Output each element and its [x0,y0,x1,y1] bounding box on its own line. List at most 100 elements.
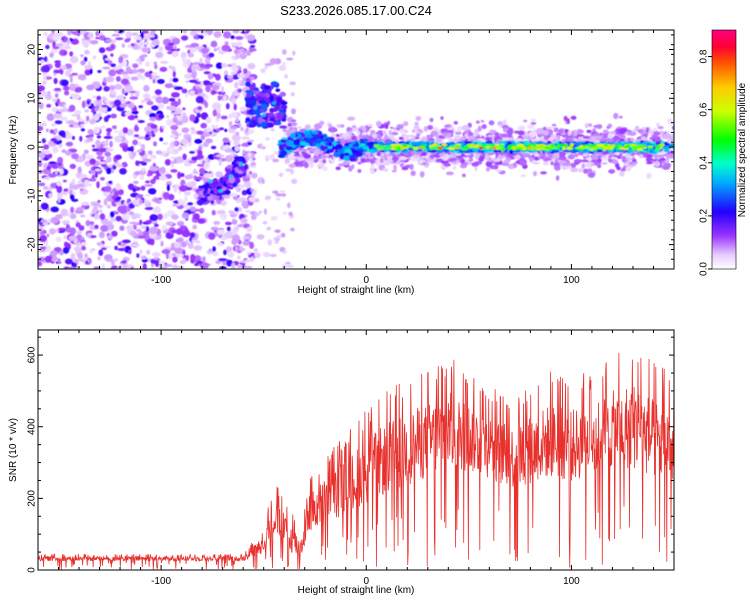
spectrogram-cell [657,126,664,130]
spectrogram-cell [275,197,281,201]
spectrogram-cell [47,142,57,147]
spectrogram-cell [274,104,281,110]
spectrogram-cell [64,46,71,50]
spectrogram-cell [185,80,189,83]
spectrogram-cell [282,62,286,66]
spectrogram-cell [171,130,178,135]
spectrogram-cell [105,76,115,83]
spectrogram-cell [327,138,332,142]
spectrogram-cell [159,66,168,72]
spectrogram-cell [57,258,61,264]
spectrogram-cell [153,61,157,65]
spectrogram-cell [608,169,616,174]
spectrogram-cell [248,196,256,203]
spectrogram-cell [145,61,151,67]
spectrogram-cell [115,215,122,222]
spectrogram-cell [152,206,162,214]
spectrogram-cell [73,246,82,252]
spectrogram-cell [242,149,246,155]
spectrogram-cell [101,247,107,251]
spectrogram-cell [161,224,167,231]
spectrogram-cell [126,128,134,136]
spectrogram-cell [147,34,155,38]
spectrogram-cell [628,131,637,136]
spectrogram-cell [197,218,206,224]
spectrogram-cell [136,149,142,153]
spectrogram-cell [145,180,150,184]
spectrogram-cell [186,163,192,167]
spectrogram-cell [69,51,74,57]
spectrogram-cell [558,151,565,157]
spectrogram-cell [286,130,292,136]
spectrogram-cell [125,31,132,39]
spectrogram-cell [359,132,363,140]
spectrogram-cell [214,195,220,200]
spectrogram-cell [48,173,57,178]
spectrogram-cell [47,91,51,96]
spectrogram-cell [392,155,399,162]
spectrogram-cell [641,126,648,130]
spectrogram-cell [227,182,233,187]
spectrogram-cell [101,263,105,269]
spectrogram-cell [497,121,504,126]
spectrogram-cell [500,133,509,138]
spectrogram-cell [69,213,77,220]
spectrogram-cell [208,179,213,183]
spectrogram-cell [204,186,209,191]
spectrogram-cell [182,107,186,111]
spectrogram-cell [260,68,266,74]
spectrogram-cell [184,73,193,79]
spectrogram-cell [63,266,70,269]
spectrogram-cell [43,186,49,190]
spectrogram-cell [487,134,495,138]
spectrogram-cell [377,145,381,148]
spectrogram-cell [80,236,85,240]
spectrogram-cell [257,144,262,149]
spectrogram-cell [459,164,468,169]
spectrogram-cell [141,76,146,81]
spectrogram-cell [142,263,147,269]
spectrogram-cell [588,123,593,127]
spectrogram-cell [207,195,214,201]
spectrogram-cell [141,47,150,53]
spectrogram-cell [93,126,101,134]
spectrogram-cell [215,34,221,38]
spectrogram-cell [328,126,337,133]
spectrogram-cell [244,163,249,171]
spectrogram-cell [519,159,527,166]
spectrogram-cell [65,141,74,147]
spectrogram-cell [121,88,125,95]
spectrogram-cell [203,173,213,178]
spectrogram-cell [184,93,188,98]
spectrogram-cell [233,103,237,111]
spectrogram-cell [226,75,234,79]
spectrogram-cell [106,131,111,136]
spectrogram-cell [193,245,203,251]
spectrogram-cell [78,225,85,231]
spectrogram-cell [192,224,197,230]
spectrogram-cell [610,157,618,160]
spectrogram-cell [196,260,203,265]
spectrogram-cell [138,61,142,65]
spectrogram-cell [144,126,153,133]
spectrogram-cell [170,160,179,164]
spectrogram-cell [93,113,100,121]
spectrogram-cell [485,146,492,149]
spectrogram-cell [622,158,626,163]
spectrogram-cell [152,78,156,84]
spectrogram-cell [553,147,561,150]
spectrogram-cell [291,119,297,122]
spectrogram-cell [414,127,419,134]
snr-ytick-label: 200 [27,490,38,507]
spectrogram-cell [409,163,414,170]
spectrogram-cell [511,146,517,150]
spectrogram-cell [184,204,191,210]
spectrogram-cell [138,105,143,109]
spectrogram-cell [189,232,196,239]
spectrogram-cell [131,68,138,74]
spectrogram-cell [149,214,158,222]
spectrogram-cell [50,206,59,213]
spectrogram-cell [113,191,119,198]
spectrogram-cell [46,233,50,238]
spectrogram-cell [110,265,119,269]
